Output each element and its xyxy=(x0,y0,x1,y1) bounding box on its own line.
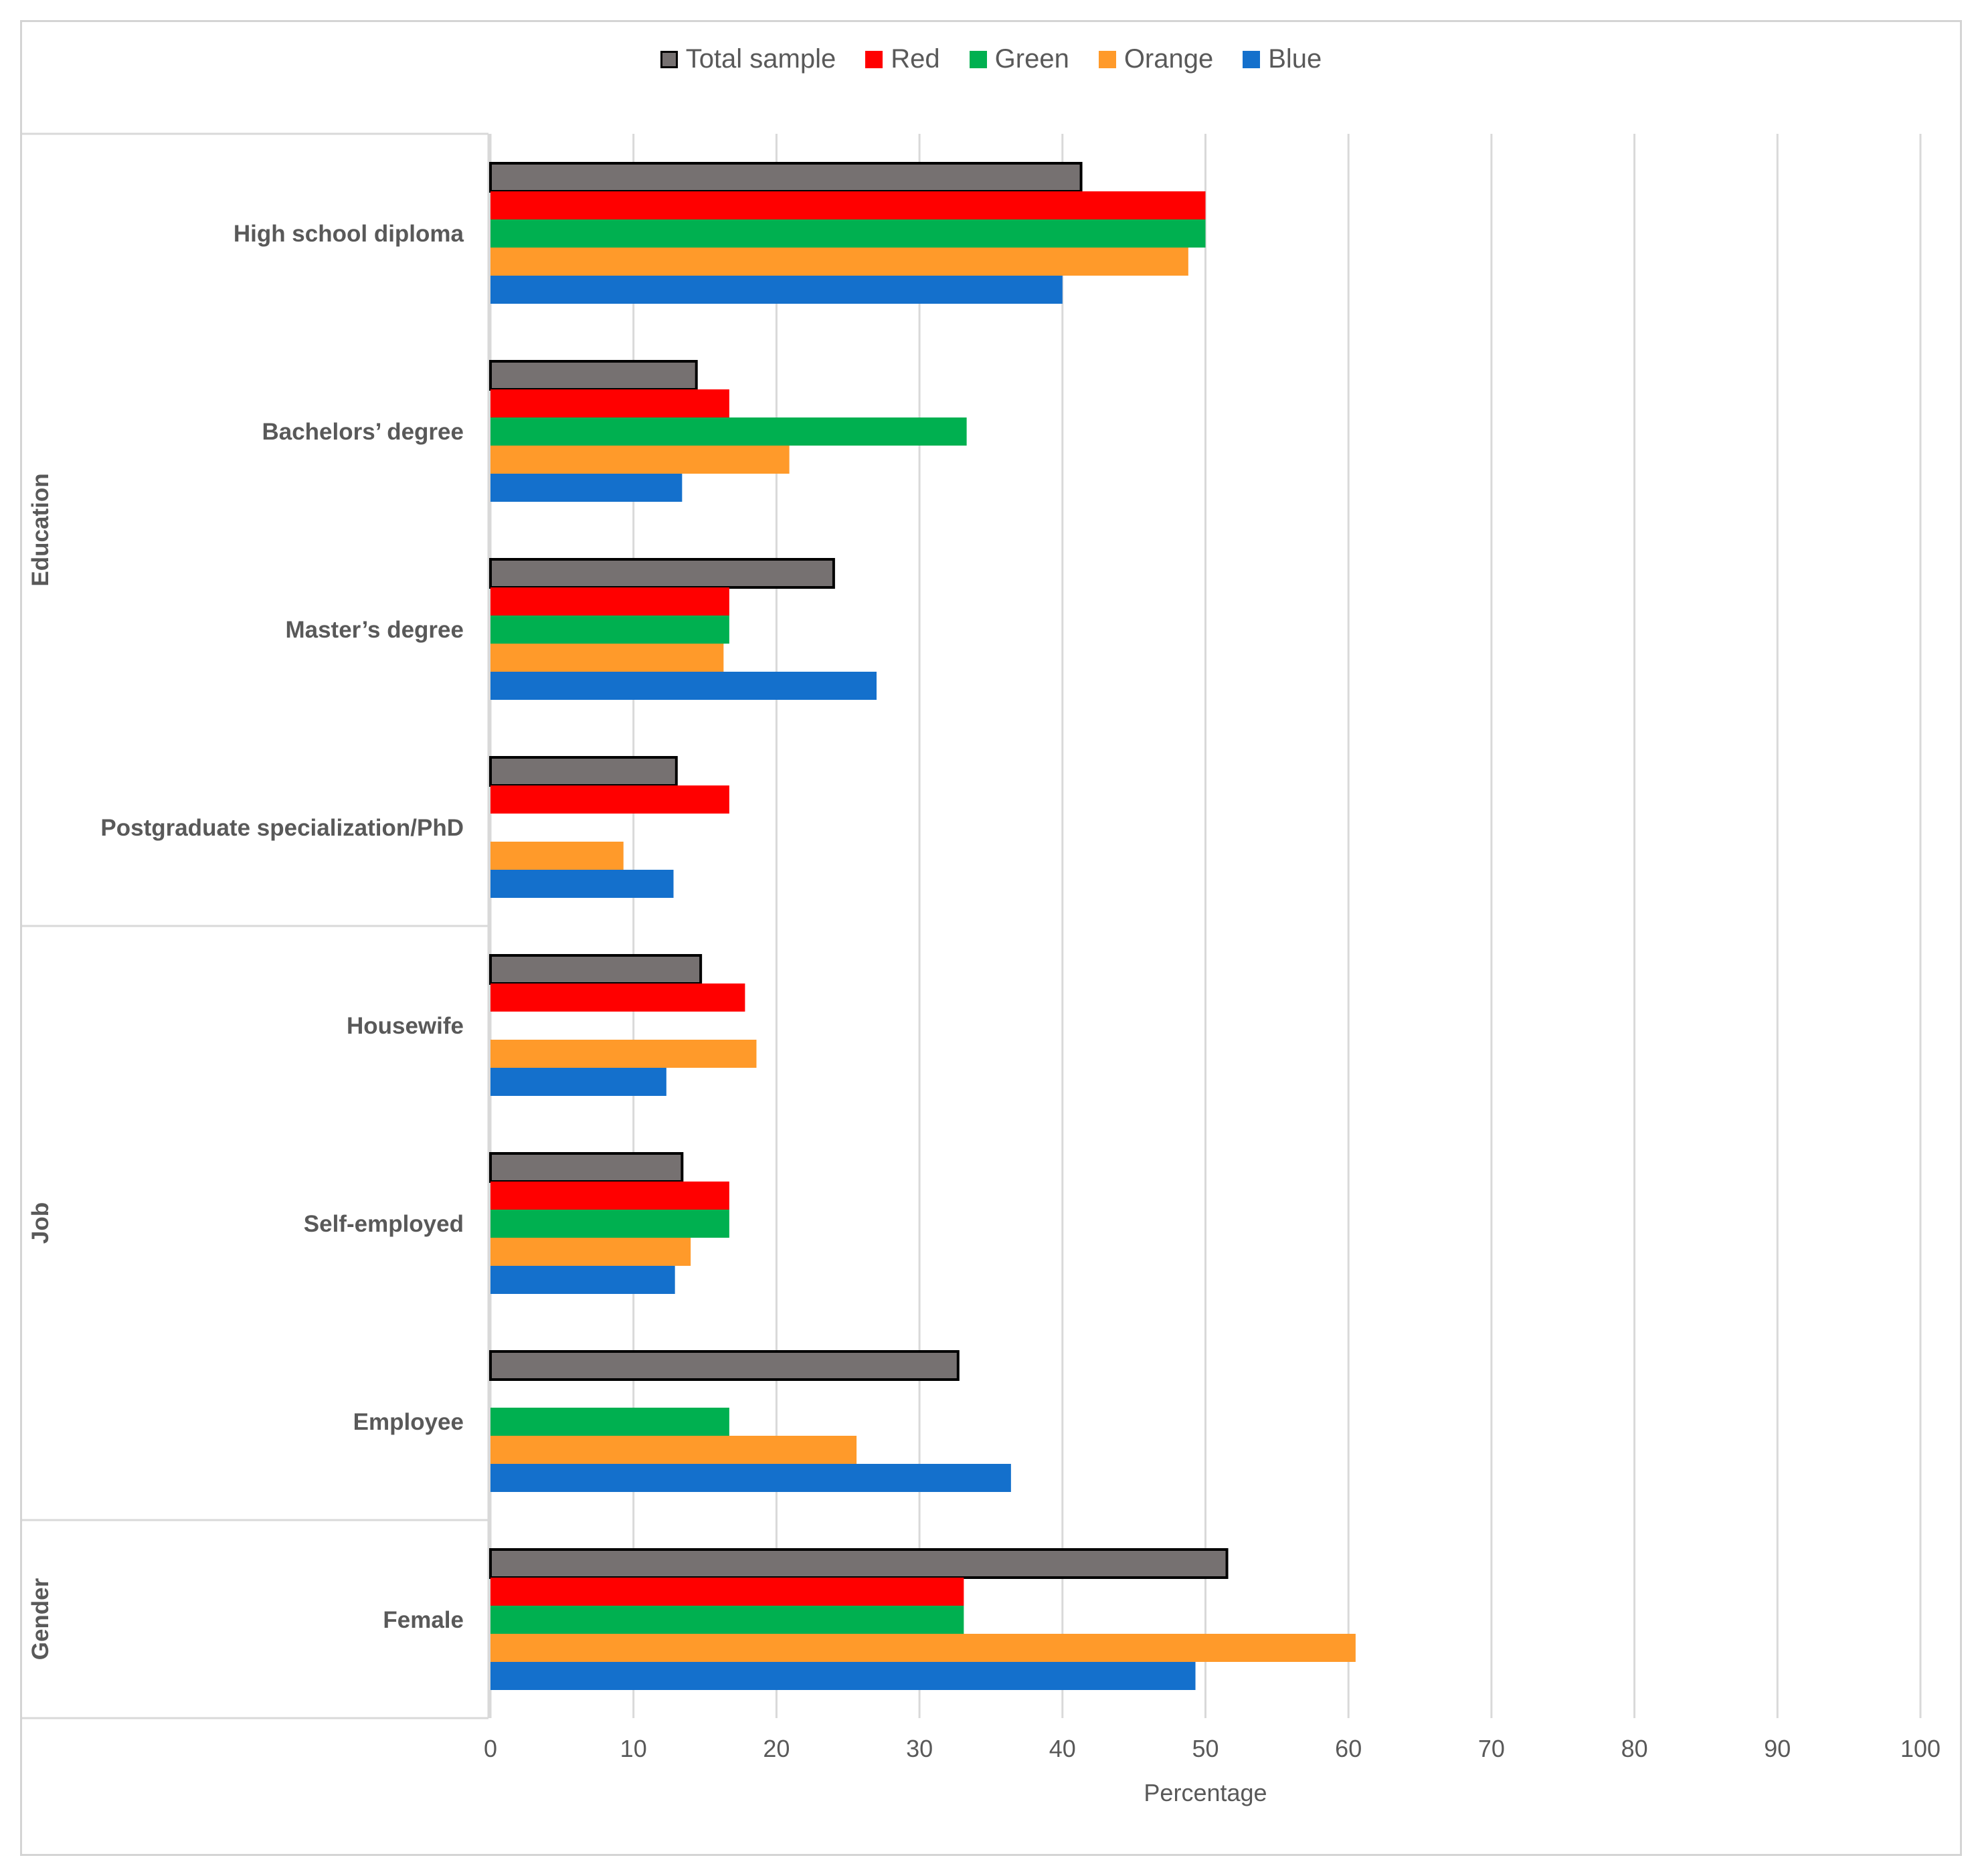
bar-red xyxy=(490,587,729,616)
category-label: Self-employed xyxy=(304,1211,464,1237)
bar-total-sample xyxy=(489,162,1083,193)
bar-orange xyxy=(490,1634,1356,1662)
x-tick-label: 90 xyxy=(1764,1735,1791,1762)
category-label: Postgraduate specialization/PhD xyxy=(100,815,464,841)
category-label: Housewife xyxy=(347,1013,464,1039)
bar-blue xyxy=(490,1068,666,1096)
bar-green xyxy=(490,219,1206,248)
bar-orange xyxy=(490,1436,857,1464)
x-axis-title: Percentage xyxy=(1144,1779,1267,1806)
x-tick-label: 10 xyxy=(620,1735,647,1762)
category-label: Master’s degree xyxy=(285,617,464,643)
x-tick-label: 80 xyxy=(1621,1735,1648,1762)
bar-green xyxy=(490,1210,729,1238)
bar-orange xyxy=(490,446,790,474)
legend-label: Orange xyxy=(1123,44,1214,74)
bar-total-sample xyxy=(489,360,698,391)
bar-red xyxy=(490,191,1206,219)
bar-orange xyxy=(490,248,1188,276)
legend-item-red: Red xyxy=(865,44,940,74)
legend-swatch xyxy=(865,50,883,68)
bar-total-sample xyxy=(489,1548,1229,1579)
bar-green xyxy=(490,1408,729,1436)
legend-swatch xyxy=(660,50,678,68)
bar-blue xyxy=(490,672,877,700)
category-label: Employee xyxy=(353,1409,464,1435)
bar-red xyxy=(490,983,745,1012)
bar-total-sample xyxy=(489,756,678,787)
bar-blue xyxy=(490,276,1063,304)
bar-red xyxy=(490,1182,729,1210)
legend-label: Blue xyxy=(1268,44,1322,74)
x-tick-label: 40 xyxy=(1049,1735,1076,1762)
bar-green xyxy=(490,1606,964,1634)
legend-item-orange: Orange xyxy=(1098,44,1214,74)
bar-total-sample xyxy=(489,558,835,589)
legend-swatch xyxy=(969,50,987,68)
bar-green xyxy=(490,616,729,644)
bar-red xyxy=(490,389,729,417)
x-tick-label: 20 xyxy=(763,1735,790,1762)
bar-red xyxy=(490,1578,964,1606)
legend: Total sample Red Green Orange Blue xyxy=(0,44,1982,74)
legend-label: Green xyxy=(994,44,1069,74)
x-tick-label: 0 xyxy=(484,1735,497,1762)
bar-blue xyxy=(490,870,674,898)
bar-blue xyxy=(490,1662,1196,1690)
x-tick-label: 30 xyxy=(906,1735,933,1762)
x-tick-label: 70 xyxy=(1478,1735,1505,1762)
category-label: High school diploma xyxy=(234,221,464,247)
legend-swatch xyxy=(1243,50,1261,68)
bar-blue xyxy=(490,1266,675,1294)
group-label-education: Education xyxy=(27,473,54,586)
x-tick-label: 50 xyxy=(1192,1735,1219,1762)
x-tick-label: 60 xyxy=(1335,1735,1362,1762)
legend-item-green: Green xyxy=(969,44,1069,74)
bar-total-sample xyxy=(489,954,703,985)
group-label-job: Job xyxy=(27,1202,54,1244)
bar-red xyxy=(490,785,729,814)
x-tick-label: 100 xyxy=(1900,1735,1941,1762)
bar-orange xyxy=(490,1238,691,1266)
legend-label: Total sample xyxy=(685,44,836,74)
bar-blue xyxy=(490,474,683,502)
category-label: Female xyxy=(383,1607,464,1633)
category-label: Bachelors’ degree xyxy=(262,419,464,445)
legend-swatch xyxy=(1098,50,1116,68)
legend-item-total-sample: Total sample xyxy=(660,44,836,74)
legend-label: Red xyxy=(891,44,940,74)
legend-item-blue: Blue xyxy=(1243,44,1322,74)
group-label-gender: Gender xyxy=(27,1578,54,1660)
bar-green xyxy=(490,417,967,446)
bar-blue xyxy=(490,1464,1011,1492)
bar-orange xyxy=(490,1040,757,1068)
bar-total-sample xyxy=(489,1152,684,1183)
bar-total-sample xyxy=(489,1350,960,1381)
bar-orange xyxy=(490,842,624,870)
bar-orange xyxy=(490,644,724,672)
